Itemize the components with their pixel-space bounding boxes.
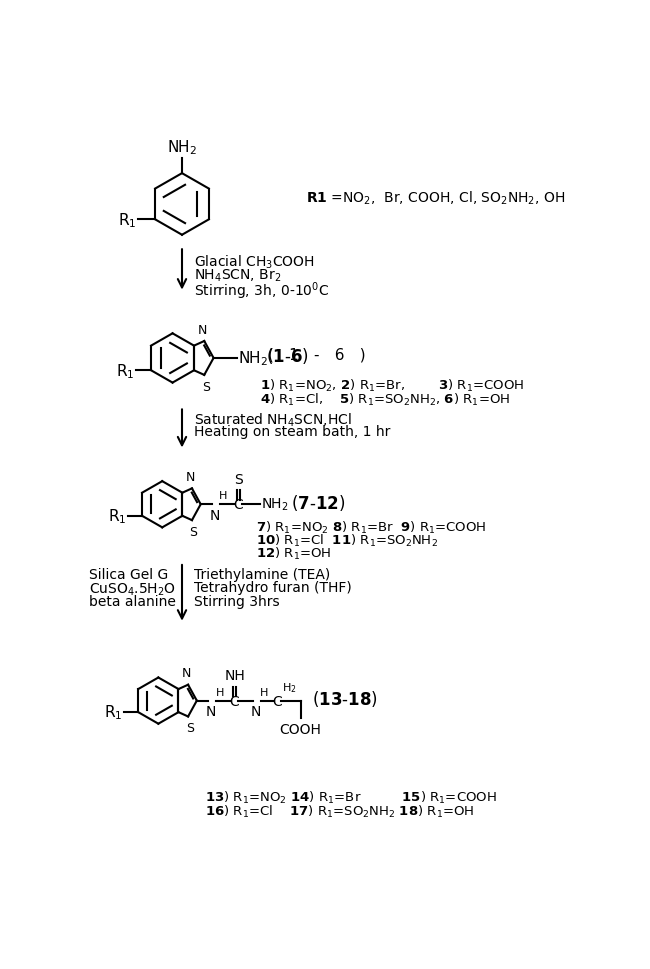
Text: $\mathbf{13}$) R$_1$=NO$_2$ $\mathbf{14}$) R$_1$=Br          $\mathbf{15}$) R$_1: $\mathbf{13}$) R$_1$=NO$_2$ $\mathbf{14}… <box>205 790 497 805</box>
Text: N: N <box>209 509 220 522</box>
Text: COOH: COOH <box>280 723 322 736</box>
Text: R$_1$: R$_1$ <box>116 361 134 380</box>
Text: S: S <box>186 721 194 735</box>
Text: ($\mathbf{1}$-$\mathbf{6}$): ($\mathbf{1}$-$\mathbf{6}$) <box>266 346 309 365</box>
Text: $\mathbf{7}$) R$_1$=NO$_2$ $\mathbf{8}$) R$_1$=Br  $\mathbf{9}$) R$_1$=COOH: $\mathbf{7}$) R$_1$=NO$_2$ $\mathbf{8}$)… <box>255 519 486 536</box>
Text: R$_1$: R$_1$ <box>104 703 123 722</box>
Text: H: H <box>215 687 224 697</box>
Text: C: C <box>229 694 239 708</box>
Text: ($\mathbf{7}$-$\mathbf{12}$): ($\mathbf{7}$-$\mathbf{12}$) <box>291 492 345 513</box>
Text: ($\mathbf{13}$-$\mathbf{18}$): ($\mathbf{13}$-$\mathbf{18}$) <box>312 689 378 708</box>
Text: NH$_4$SCN, Br$_2$: NH$_4$SCN, Br$_2$ <box>194 267 281 283</box>
Text: N: N <box>186 471 195 484</box>
Text: NH$_2$: NH$_2$ <box>261 496 289 513</box>
Text: N: N <box>250 704 261 719</box>
Text: Heating on steam bath, 1 hr: Heating on steam bath, 1 hr <box>194 424 390 439</box>
Text: Silica Gel G: Silica Gel G <box>89 567 168 581</box>
Text: $\mathbf{1}$) R$_1$=NO$_2$, $\mathbf{2}$) R$_1$=Br,        $\mathbf{3}$) R$_1$=C: $\mathbf{1}$) R$_1$=NO$_2$, $\mathbf{2}$… <box>259 378 524 393</box>
Text: C: C <box>272 694 282 708</box>
Text: H: H <box>219 491 227 501</box>
Text: NH$_2$: NH$_2$ <box>239 349 268 368</box>
Text: R$_1$: R$_1$ <box>118 211 136 230</box>
Text: Stirring, 3h, 0-10$^0$C: Stirring, 3h, 0-10$^0$C <box>194 280 329 301</box>
Text: NH$_2$: NH$_2$ <box>167 139 197 157</box>
Text: $\mathbf{4}$) R$_1$=Cl,    $\mathbf{5}$) R$_1$=SO$_2$NH$_2$, $\mathbf{6}$) R$_1$: $\mathbf{4}$) R$_1$=Cl, $\mathbf{5}$) R$… <box>259 391 510 408</box>
Text: C: C <box>233 498 242 512</box>
Text: NH: NH <box>224 669 245 682</box>
Text: S: S <box>202 380 210 393</box>
Text: $\mathbf{10}$) R$_1$=Cl  $\mathbf{11}$) R$_1$=SO$_2$NH$_2$: $\mathbf{10}$) R$_1$=Cl $\mathbf{11}$) R… <box>255 532 437 548</box>
Text: Saturated NH$_4$SCN,HCl: Saturated NH$_4$SCN,HCl <box>194 411 352 428</box>
Text: H$_2$: H$_2$ <box>282 681 296 695</box>
Text: ( 1 - 6 ): ( 1 - 6 ) <box>268 347 365 362</box>
Text: beta alanine: beta alanine <box>89 595 176 609</box>
Text: N: N <box>182 667 191 679</box>
Text: N: N <box>205 704 216 719</box>
Text: $\mathbf{12}$) R$_1$=OH: $\mathbf{12}$) R$_1$=OH <box>255 546 332 562</box>
Text: CuSO$_4$.5H$_2$O: CuSO$_4$.5H$_2$O <box>89 580 176 597</box>
Text: Triethylamine (TEA): Triethylamine (TEA) <box>194 567 330 581</box>
Text: S: S <box>234 472 243 486</box>
Text: S: S <box>190 525 198 538</box>
Text: N: N <box>198 324 207 336</box>
Text: R$_1$: R$_1$ <box>108 507 127 525</box>
Text: Stirring 3hrs: Stirring 3hrs <box>194 595 280 609</box>
Text: Glacial CH$_3$COOH: Glacial CH$_3$COOH <box>194 253 315 270</box>
Text: $\mathbf{R1\ }$=NO$_2$,  Br, COOH, Cl, SO$_2$NH$_2$, OH: $\mathbf{R1\ }$=NO$_2$, Br, COOH, Cl, SO… <box>306 190 566 207</box>
Text: H: H <box>261 687 268 697</box>
Text: Tetrahydro furan (THF): Tetrahydro furan (THF) <box>194 580 352 595</box>
Text: $\mathbf{16}$) R$_1$=Cl    $\mathbf{17}$) R$_1$=SO$_2$NH$_2$ $\mathbf{18}$) R$_1: $\mathbf{16}$) R$_1$=Cl $\mathbf{17}$) R… <box>205 803 474 819</box>
